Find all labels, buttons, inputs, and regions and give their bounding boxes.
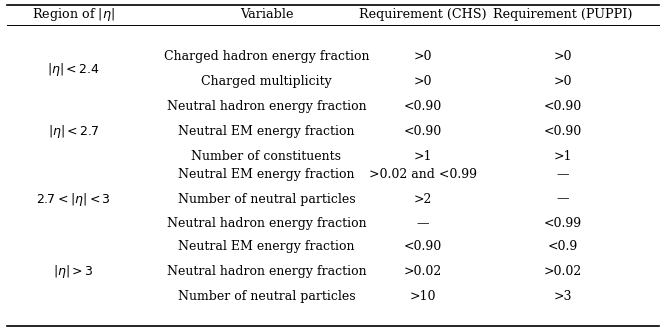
Text: <0.90: <0.90 xyxy=(543,100,582,114)
Text: Neutral EM energy fraction: Neutral EM energy fraction xyxy=(178,240,355,253)
Text: >0.02: >0.02 xyxy=(404,265,442,278)
Text: Variable: Variable xyxy=(240,8,293,21)
Text: >0.02 and <0.99: >0.02 and <0.99 xyxy=(369,168,477,181)
Text: $2.7 < |\eta| < 3$: $2.7 < |\eta| < 3$ xyxy=(36,190,111,208)
Text: >3: >3 xyxy=(553,290,572,303)
Text: Neutral EM energy fraction: Neutral EM energy fraction xyxy=(178,168,355,181)
Text: Neutral EM energy fraction: Neutral EM energy fraction xyxy=(178,125,355,138)
Text: >1: >1 xyxy=(414,150,432,163)
Text: $|\eta| < 2.7$: $|\eta| < 2.7$ xyxy=(47,123,99,140)
Text: >0: >0 xyxy=(553,50,572,63)
Text: >0.02: >0.02 xyxy=(543,265,582,278)
Text: —: — xyxy=(557,192,569,206)
Text: Requirement (CHS): Requirement (CHS) xyxy=(359,8,487,21)
Text: <0.90: <0.90 xyxy=(404,125,442,138)
Text: Number of constituents: Number of constituents xyxy=(191,150,342,163)
Text: Neutral hadron energy fraction: Neutral hadron energy fraction xyxy=(166,265,366,278)
Text: <0.99: <0.99 xyxy=(543,217,582,230)
Text: >10: >10 xyxy=(410,290,436,303)
Text: —: — xyxy=(557,168,569,181)
Text: <0.90: <0.90 xyxy=(543,125,582,138)
Text: Neutral hadron energy fraction: Neutral hadron energy fraction xyxy=(166,217,366,230)
Text: $|\eta| < 2.4$: $|\eta| < 2.4$ xyxy=(47,61,100,78)
Text: Charged multiplicity: Charged multiplicity xyxy=(201,75,332,88)
Text: Charged hadron energy fraction: Charged hadron energy fraction xyxy=(164,50,369,63)
Text: Number of neutral particles: Number of neutral particles xyxy=(178,290,355,303)
Text: >0: >0 xyxy=(414,50,432,63)
Text: —: — xyxy=(417,217,429,230)
Text: <0.9: <0.9 xyxy=(547,240,578,253)
Text: Neutral hadron energy fraction: Neutral hadron energy fraction xyxy=(166,100,366,114)
Text: Region of $|\eta|$: Region of $|\eta|$ xyxy=(32,6,115,23)
Text: $|\eta| > 3$: $|\eta| > 3$ xyxy=(53,263,94,280)
Text: <0.90: <0.90 xyxy=(404,100,442,114)
Text: Number of neutral particles: Number of neutral particles xyxy=(178,192,355,206)
Text: >0: >0 xyxy=(414,75,432,88)
Text: >0: >0 xyxy=(553,75,572,88)
Text: <0.90: <0.90 xyxy=(404,240,442,253)
Text: Requirement (PUPPI): Requirement (PUPPI) xyxy=(493,8,633,21)
Text: >2: >2 xyxy=(414,192,432,206)
Text: >1: >1 xyxy=(553,150,572,163)
